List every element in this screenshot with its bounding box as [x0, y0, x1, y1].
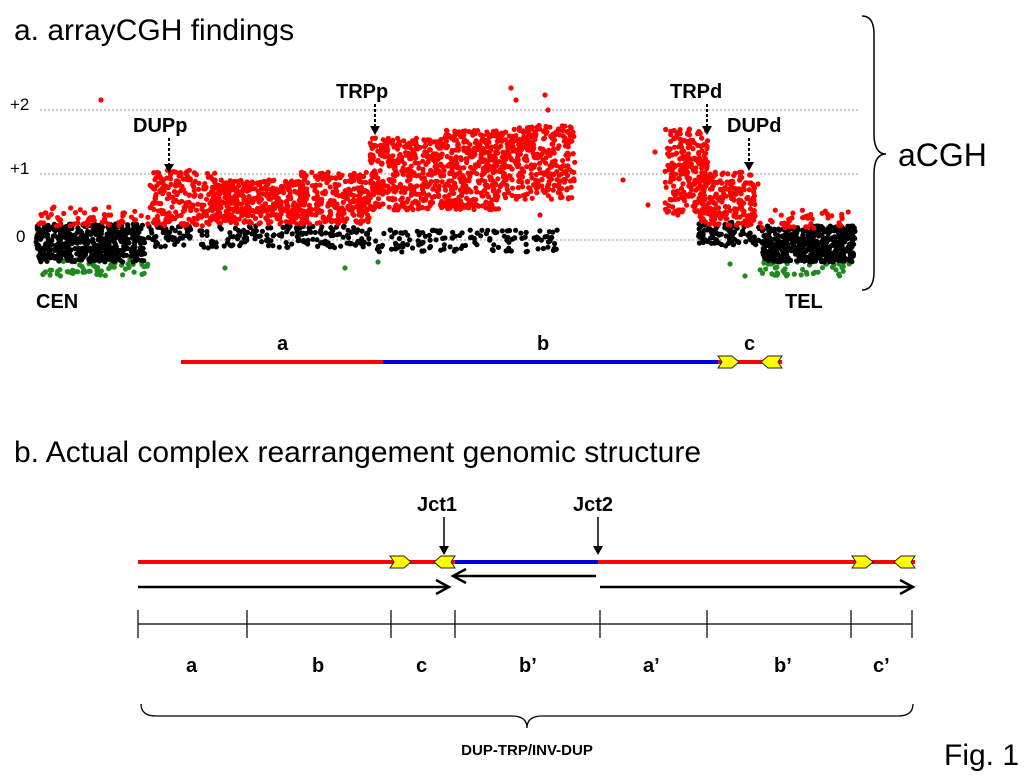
- segment-a-label: a: [277, 333, 289, 355]
- panel-a-title: a. arrayCGH findings: [14, 14, 294, 47]
- marker-dupp-arrowhead: [164, 164, 174, 173]
- repeat-3-icon: [851, 555, 874, 569]
- repeat-4-icon: [893, 555, 916, 569]
- junction-1-arrowhead: [439, 546, 449, 555]
- marker-dupd: DUPd: [727, 115, 781, 137]
- marker-dupd-arrowhead: [744, 162, 754, 171]
- repeat-1-icon: [389, 555, 412, 569]
- y-tick-plus1: +1: [10, 159, 29, 178]
- segment-c-label: c: [744, 333, 755, 355]
- figure-label: Fig. 1: [944, 739, 1019, 772]
- orientation-arrowhead-3: [899, 578, 916, 596]
- marker-trpd: TRPd: [670, 81, 722, 103]
- gain-points: [36, 85, 851, 231]
- struct-seg-a-prime: a’: [643, 655, 660, 677]
- acgh-brace: [861, 15, 887, 291]
- neutral-points: [33, 219, 858, 265]
- y-tick-plus2: +2: [10, 95, 29, 114]
- junction-2-arrowhead: [593, 546, 603, 555]
- segment-b-label: b: [537, 333, 549, 355]
- junction-2-label: Jct2: [573, 494, 613, 516]
- marker-trpp-arrowhead: [370, 126, 380, 135]
- loss-points: [40, 255, 853, 279]
- struct-seg-c: c: [416, 655, 427, 677]
- marker-trpp: TRPp: [336, 81, 388, 103]
- orientation-arrowhead-1: [435, 578, 452, 596]
- struct-seg-b: b: [312, 655, 324, 677]
- cen-label: CEN: [36, 291, 78, 313]
- struct-seg-c-prime: c’: [873, 655, 890, 677]
- struct-seg-b-prime: b’: [519, 655, 537, 677]
- struct-seg-a: a: [186, 655, 198, 677]
- marker-dupp: DUPp: [133, 115, 187, 137]
- scale-ticks: [137, 610, 913, 638]
- marker-trpd-arrowhead: [702, 126, 712, 135]
- orientation-arrowhead-2: [450, 567, 467, 585]
- dup-trp-brace: [140, 703, 914, 729]
- repeat-reverse-icon: [760, 355, 783, 369]
- panel-b-title: b. Actual complex rearrangement genomic …: [14, 436, 701, 469]
- repeat-forward-icon: [717, 355, 740, 369]
- struct-seg-b-prime-2: b’: [774, 655, 792, 677]
- acgh-label: aCGH: [898, 137, 987, 173]
- junction-1-label: Jct1: [417, 494, 457, 516]
- dup-trp-label: DUP-TRP/INV-DUP: [461, 742, 593, 759]
- repeat-2-icon: [433, 555, 456, 569]
- tel-label: TEL: [785, 291, 823, 313]
- y-tick-zero: 0: [16, 227, 25, 246]
